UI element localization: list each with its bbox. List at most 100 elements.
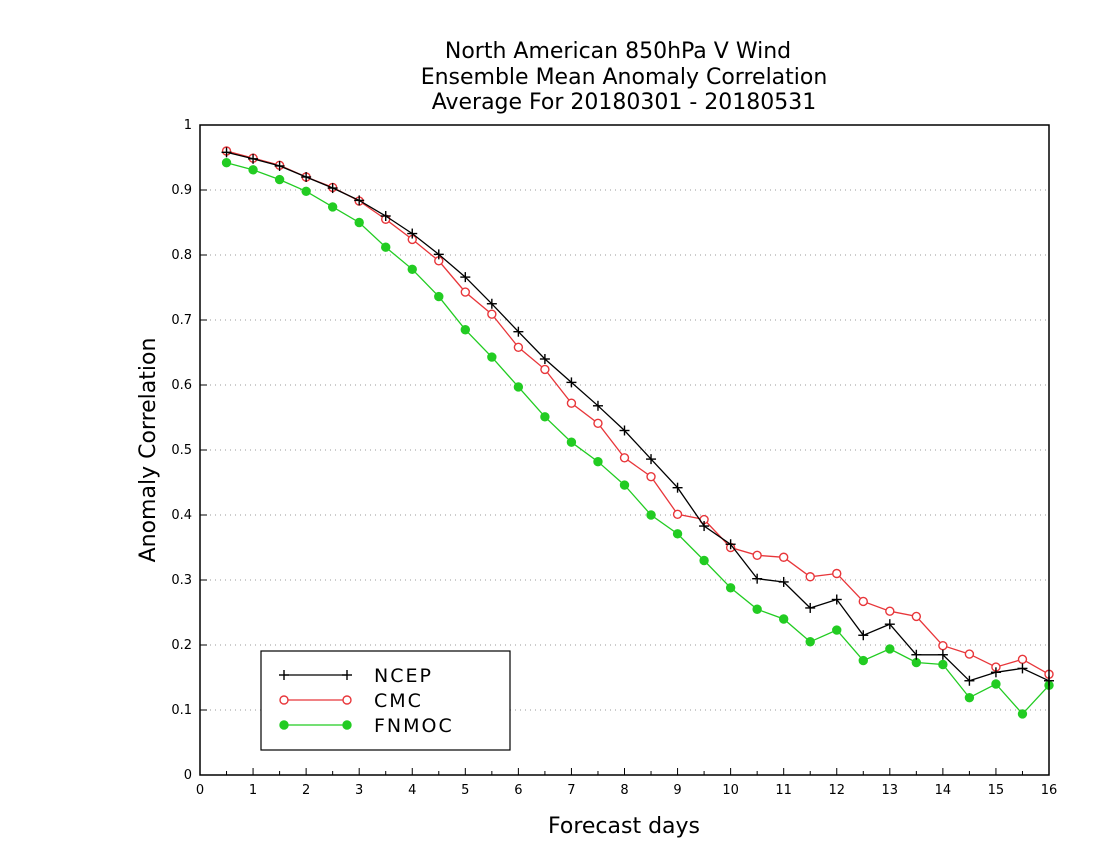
- data-point-cmc: [885, 606, 895, 616]
- data-point-fnmoc: [938, 659, 948, 670]
- series-ncep: [221, 147, 1054, 686]
- data-point-cmc: [540, 364, 550, 375]
- chart-title-line-1: North American 850hPa V Wind: [445, 39, 791, 64]
- y-axis-label: Anomaly Correlation: [136, 338, 161, 563]
- legend-label-fnmoc: FNMOC: [374, 715, 454, 737]
- grid-lines: [200, 189, 1049, 711]
- data-point-cmc: [566, 398, 577, 408]
- data-point-cmc: [752, 550, 762, 560]
- legend-marker-right-fnmoc: [342, 720, 352, 730]
- data-point-cmc: [805, 572, 815, 582]
- data-point-cmc: [619, 453, 630, 463]
- data-point-fnmoc: [248, 165, 258, 175]
- legend-marker-left-ncep: [279, 670, 289, 680]
- data-point-ncep: [699, 521, 710, 532]
- data-point-fnmoc: [1017, 709, 1028, 719]
- data-point-cmc: [1017, 654, 1028, 664]
- y-tick-label: 0.5: [171, 443, 192, 458]
- y-tick-label: 0.3: [171, 573, 192, 588]
- data-point-ncep: [380, 211, 391, 221]
- data-point-ncep: [805, 602, 816, 613]
- series-line-fnmoc: [226, 162, 1050, 715]
- chart-title-line-3: Average For 20180301 - 20180531: [432, 90, 817, 115]
- data-point-ncep: [672, 482, 683, 493]
- data-point-ncep: [301, 172, 312, 182]
- x-tick-label: 11: [775, 783, 792, 798]
- data-point-ncep: [460, 272, 471, 283]
- x-tick-label: 1: [249, 783, 257, 798]
- legend-label-cmc: CMC: [374, 690, 423, 712]
- legend-item-ncep: NCEP: [279, 665, 433, 687]
- y-tick-label: 0.8: [171, 248, 192, 263]
- axis-ticks: 00.10.20.30.40.50.60.70.80.910 1 2 3 4 5 6 7 8 9 1…: [171, 118, 1057, 798]
- x-tick-label: 15: [988, 783, 1005, 798]
- data-point-ncep: [858, 630, 869, 641]
- data-point-cmc: [460, 287, 471, 297]
- x-tick-label: 6: [514, 783, 522, 798]
- data-point-ncep: [752, 573, 763, 584]
- x-tick-label: 9: [673, 783, 681, 798]
- data-point-fnmoc: [381, 242, 391, 252]
- x-tick-label: 12: [828, 783, 845, 798]
- data-point-cmc: [487, 309, 497, 319]
- data-point-ncep: [884, 619, 895, 630]
- legend-label-ncep: NCEP: [374, 665, 433, 687]
- data-point-fnmoc: [991, 679, 1001, 689]
- y-tick-label: 0.7: [171, 313, 192, 328]
- data-point-fnmoc: [513, 382, 524, 392]
- legend-item-fnmoc: FNMOC: [279, 715, 454, 737]
- data-point-ncep: [354, 195, 365, 206]
- y-tick-label: 0.4: [171, 508, 192, 523]
- y-tick-label: 0.9: [171, 183, 192, 198]
- x-tick-label: 7: [567, 783, 575, 798]
- data-point-cmc: [911, 611, 922, 622]
- data-point-fnmoc: [858, 655, 868, 666]
- data-point-ncep: [778, 576, 789, 587]
- x-tick-label: 8: [620, 783, 628, 798]
- data-point-ncep: [327, 183, 338, 194]
- data-point-fnmoc: [885, 644, 895, 654]
- x-axis-label: Forecast days: [548, 814, 700, 839]
- data-point-ncep: [725, 539, 736, 550]
- data-point-ncep: [619, 425, 630, 436]
- plot-frame: [199, 124, 1050, 776]
- data-point-cmc: [646, 471, 656, 482]
- x-tick-label: 0: [196, 783, 204, 798]
- data-point-fnmoc: [752, 604, 762, 614]
- data-point-ncep: [990, 667, 1001, 678]
- data-point-ncep: [646, 454, 657, 465]
- data-point-fnmoc: [778, 614, 789, 624]
- data-point-ncep: [1017, 663, 1028, 674]
- data-point-ncep: [274, 160, 285, 171]
- data-point-ncep: [407, 228, 418, 239]
- data-point-ncep: [433, 249, 444, 260]
- data-point-fnmoc: [434, 291, 444, 302]
- data-point-ncep: [964, 675, 975, 686]
- data-point-fnmoc: [964, 692, 975, 703]
- data-point-ncep: [937, 649, 948, 660]
- y-tick-label: 0: [184, 768, 192, 783]
- data-point-cmc: [832, 568, 842, 579]
- data-point-ncep: [566, 377, 577, 388]
- chart-title-line-2: Ensemble Mean Anomaly Correlation: [421, 65, 828, 90]
- data-point-ncep: [539, 354, 550, 364]
- data-point-ncep: [513, 326, 524, 337]
- y-tick-label: 0.2: [171, 638, 192, 653]
- series-fnmoc: [221, 157, 1054, 719]
- data-point-fnmoc: [487, 352, 497, 362]
- y-tick-label: 0.1: [171, 703, 192, 718]
- data-point-fnmoc: [619, 480, 630, 490]
- x-tick-label: 10: [722, 783, 739, 798]
- x-tick-label: 2: [302, 783, 310, 798]
- legend-marker-left-fnmoc: [279, 720, 289, 730]
- data-point-cmc: [513, 342, 524, 352]
- data-point-fnmoc: [460, 325, 471, 335]
- data-point-fnmoc: [672, 529, 683, 539]
- legend: NCEP CMC FNMOC: [260, 650, 511, 751]
- data-point-fnmoc: [832, 625, 842, 635]
- data-point-ncep: [248, 153, 259, 164]
- data-point-fnmoc: [221, 157, 232, 168]
- data-point-fnmoc: [540, 412, 550, 422]
- legend-item-cmc: CMC: [279, 690, 423, 712]
